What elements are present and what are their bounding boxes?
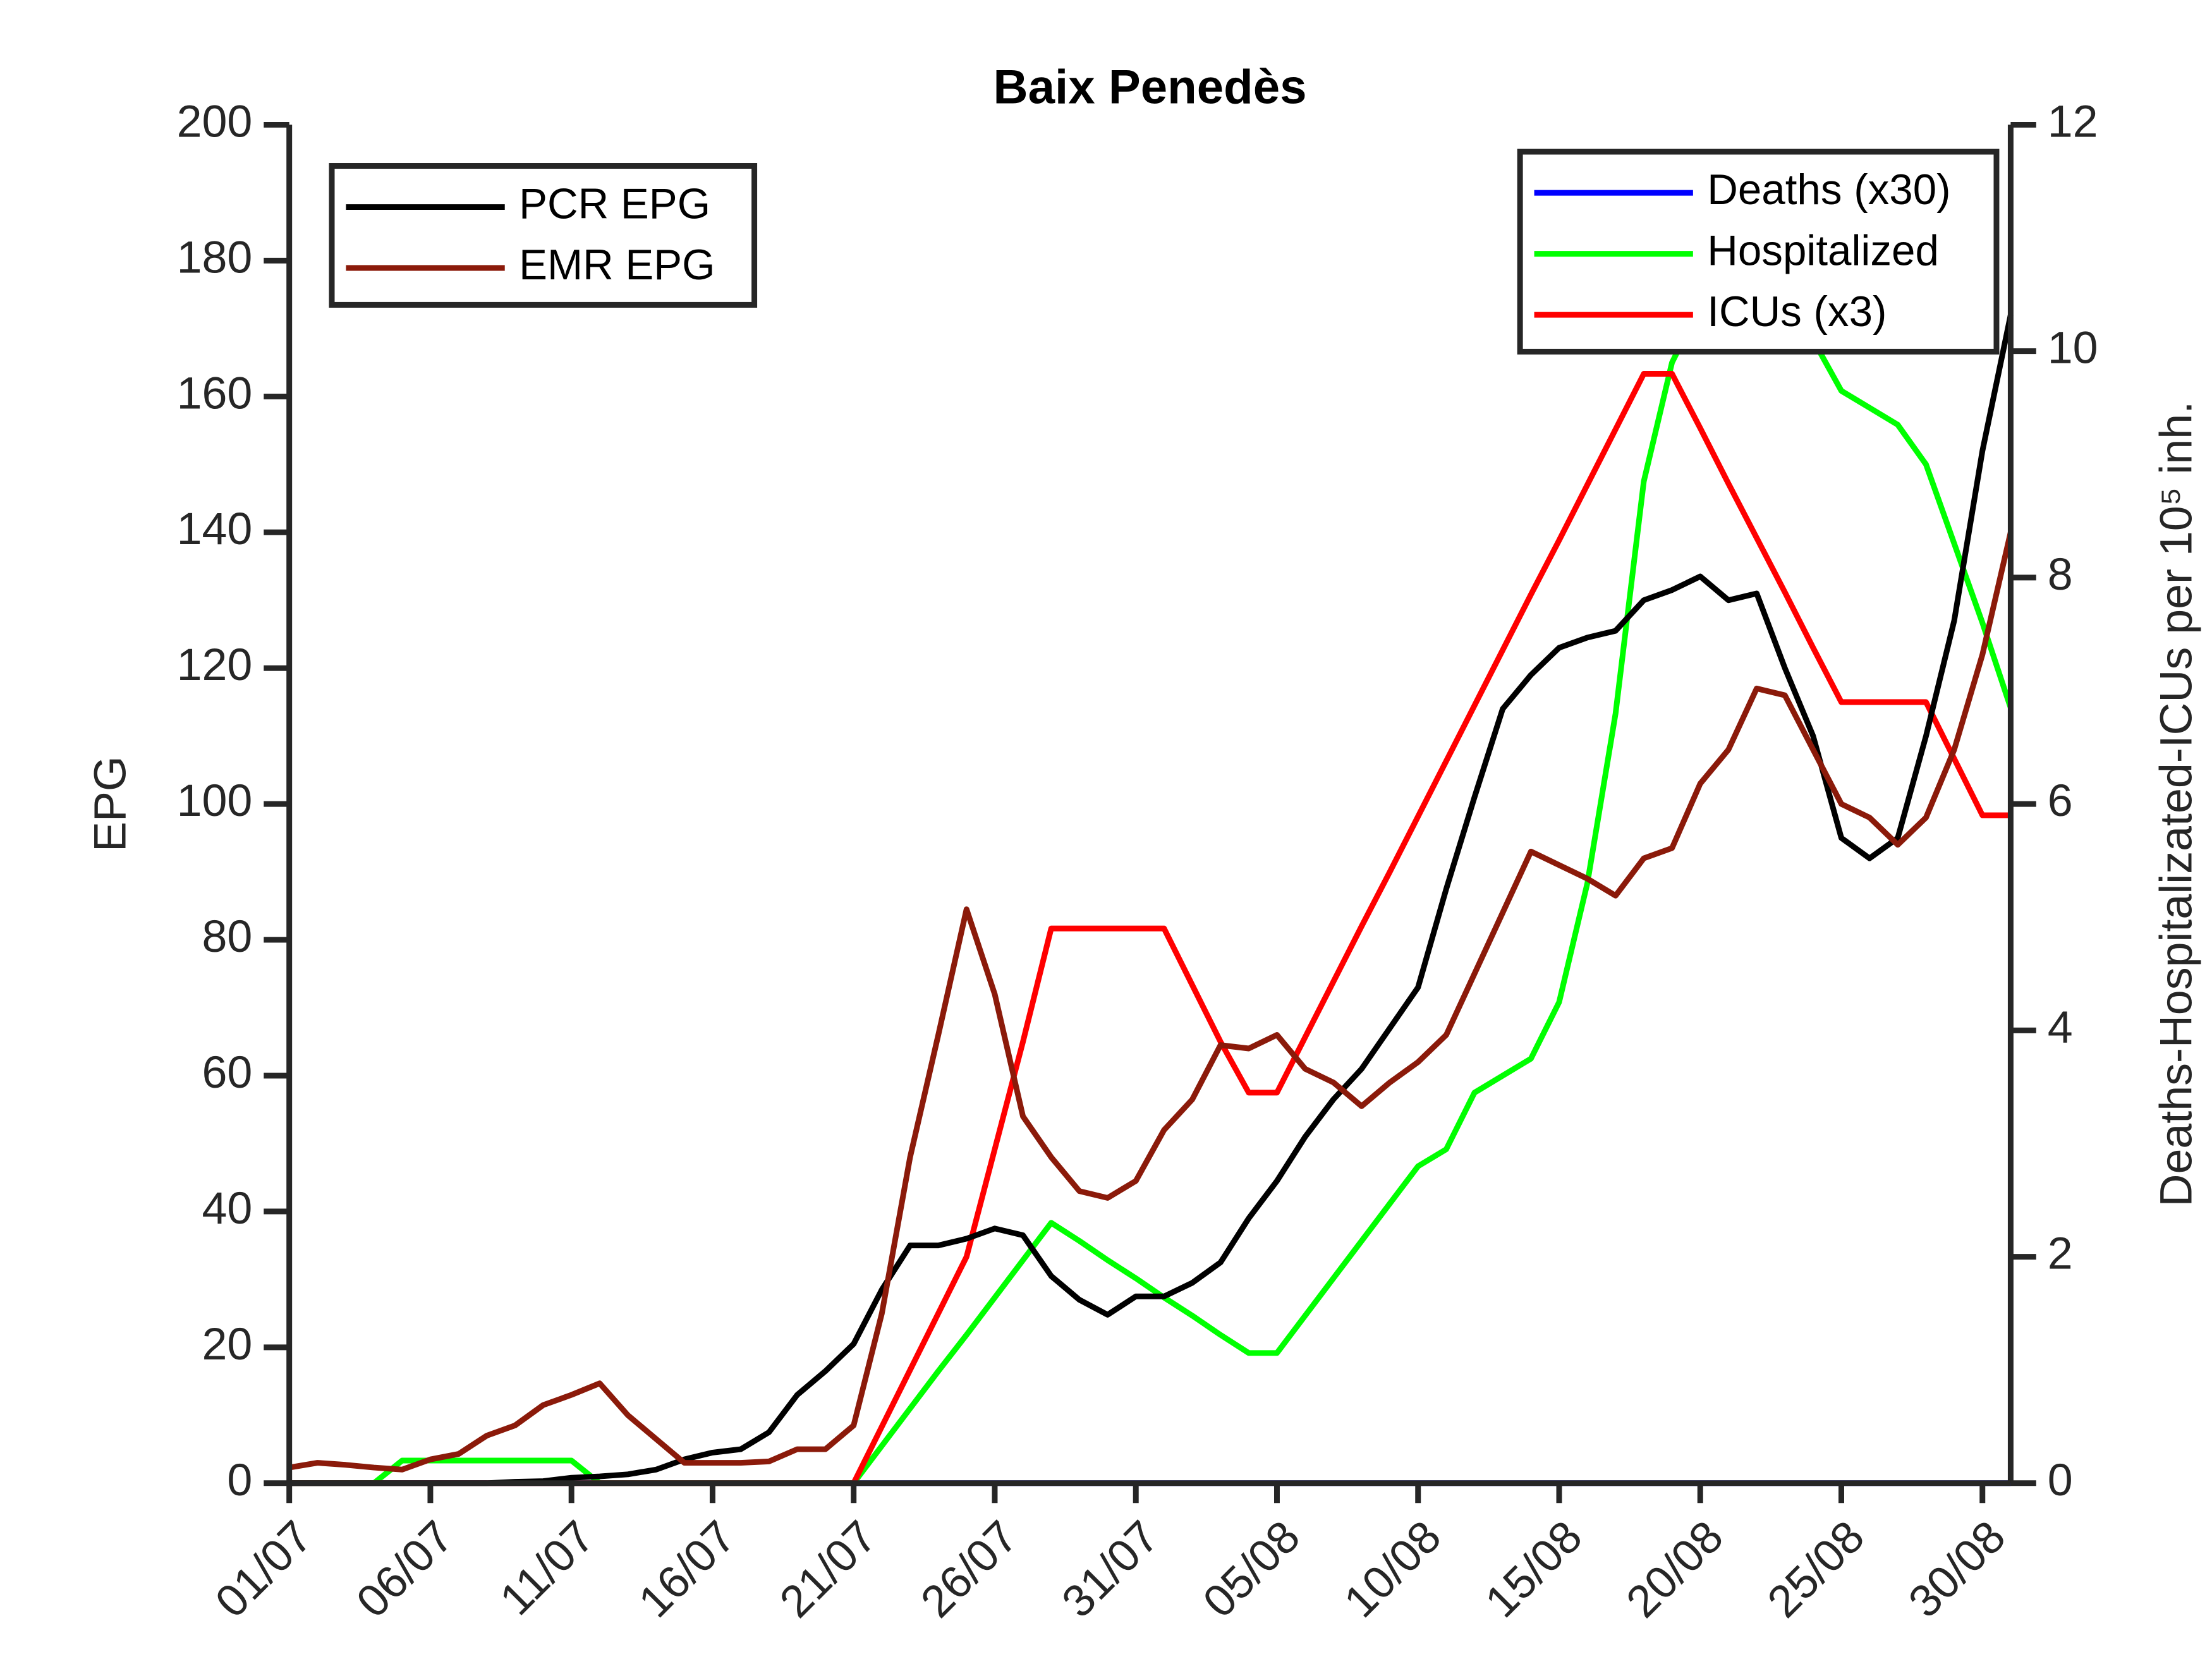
- legend-label: Hospitalized: [1707, 227, 1939, 274]
- y2-tick-label: 0: [2048, 1455, 2073, 1505]
- y-axis-label: EPG: [85, 756, 135, 852]
- legend-label: ICUs (x3): [1707, 288, 1887, 336]
- y2-tick-label: 6: [2048, 775, 2073, 826]
- y2-tick-label: 4: [2048, 1002, 2073, 1052]
- series-line: [288, 532, 2014, 1473]
- y2-tick-label: 10: [2048, 323, 2098, 374]
- y-tick-label: 100: [177, 775, 253, 826]
- legend-label: Deaths (x30): [1707, 166, 1950, 214]
- legend-label: PCR EPG: [519, 180, 710, 228]
- y-tick-label: 40: [202, 1183, 253, 1234]
- y-tick-label: 80: [202, 911, 253, 962]
- y2-tick-label: 2: [2048, 1229, 2073, 1279]
- y-tick-label: 200: [177, 96, 253, 147]
- y2-axis-label: Deaths-Hospitalizated-ICUs per 10⁵ inh.: [2151, 401, 2201, 1207]
- legend-box: [329, 163, 758, 308]
- legend-label: EMR EPG: [519, 241, 715, 289]
- chart-title: Baix Penedès: [994, 61, 1307, 114]
- y-tick-label: 20: [202, 1319, 253, 1370]
- y2-tick-label: 12: [2048, 96, 2098, 147]
- y-tick-label: 120: [177, 640, 253, 690]
- series-line: [289, 314, 2014, 1486]
- y-tick-label: 160: [177, 368, 253, 418]
- y-tick-label: 180: [177, 232, 253, 283]
- y-tick-label: 140: [177, 504, 253, 554]
- y2-tick-label: 8: [2048, 549, 2073, 600]
- y-tick-label: 60: [202, 1047, 253, 1098]
- y-tick-label: 0: [227, 1455, 252, 1505]
